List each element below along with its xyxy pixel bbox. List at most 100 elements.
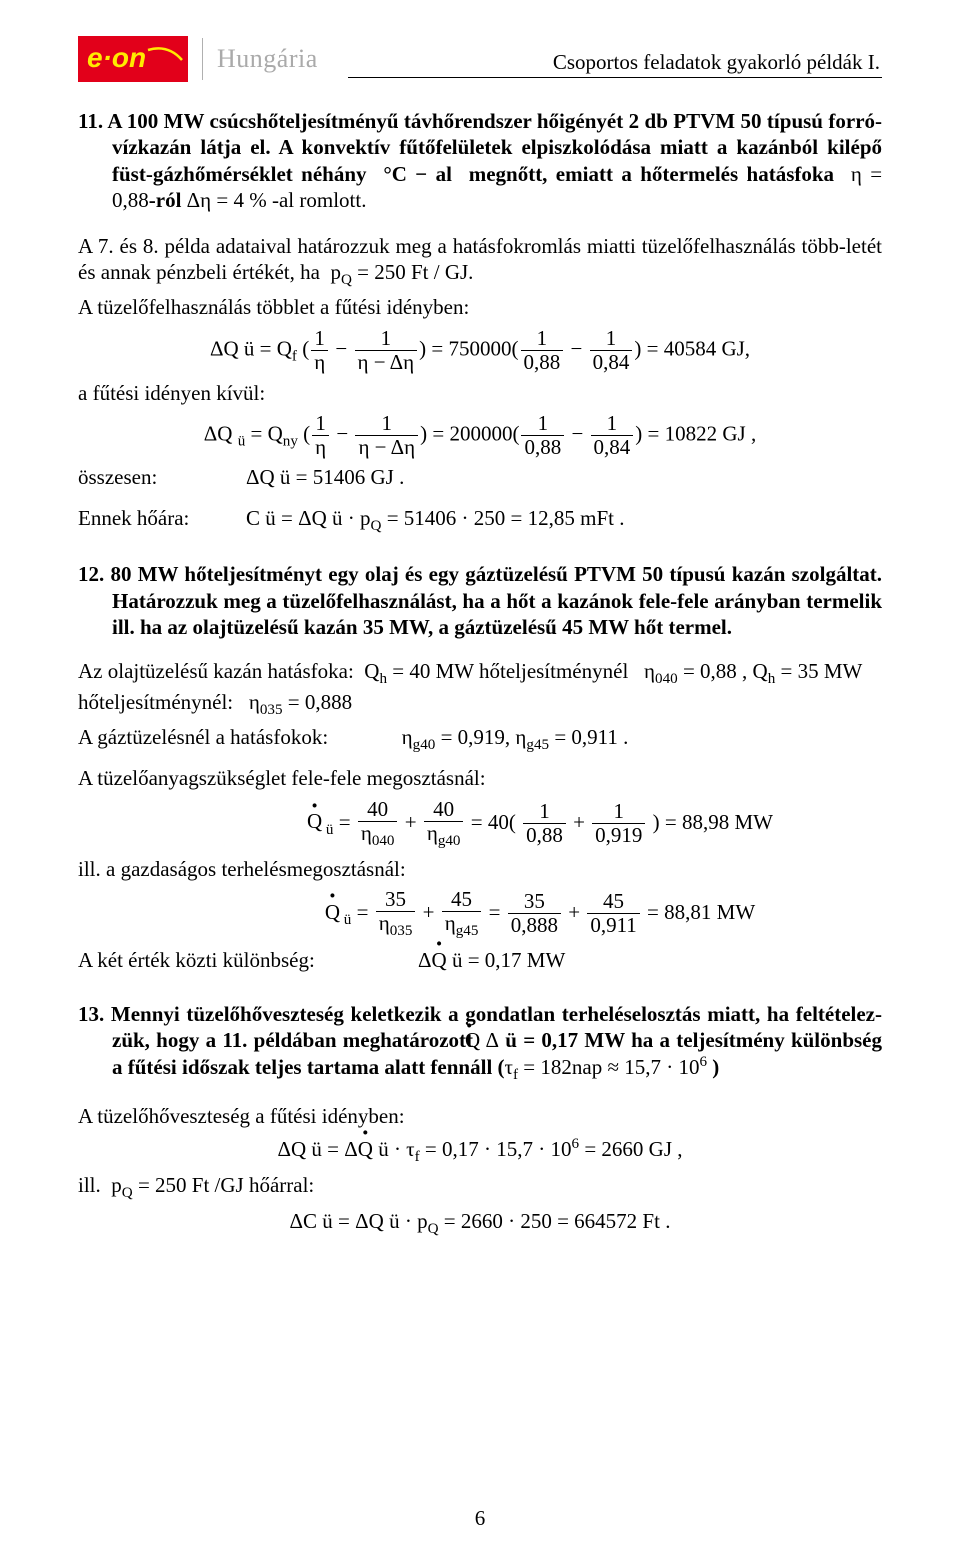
- problem-12-text: 80 MW hőteljesítményt egy olaj és egy gá…: [111, 562, 883, 639]
- problem-11-body-1: A 7. és 8. példa adataival határozzuk me…: [78, 233, 882, 290]
- equation-1: ΔQ ü = Qf (1η − 1η − Δη) = 750000(10,88 …: [78, 327, 882, 374]
- eq2-d1: 0,88: [521, 436, 564, 459]
- eta040: η: [644, 659, 655, 683]
- eq2-sub: ny: [283, 434, 298, 450]
- problem-11-text-b: megnőtt, emiatt a hőtermelés hatásfoka: [469, 162, 834, 186]
- eq3-d2: η: [427, 821, 438, 845]
- eq3-d1s: 040: [372, 833, 395, 849]
- p13-l2c: = 250 Ft /GJ hőárral:: [133, 1173, 315, 1197]
- qh40v: = 40: [387, 659, 436, 683]
- eq4-d1: η: [379, 911, 390, 935]
- problem-12-number: 12.: [78, 562, 104, 586]
- eq3-f2n: 1: [592, 800, 645, 824]
- eq6-d: = 2660 GJ ,: [579, 1137, 682, 1161]
- etag45s: g45: [526, 738, 549, 754]
- eq4-d2s: g45: [456, 923, 479, 939]
- eq1-rhs: ) = 40584 GJ,: [634, 336, 750, 360]
- eon-logo-icon: e·on: [78, 36, 188, 82]
- eq3-f1n: 1: [523, 800, 566, 824]
- p12-line2: hőteljesítménynél: η035 = 0,888: [78, 689, 882, 720]
- eq6-c: = 0,17 · 15,7 · 10: [420, 1137, 572, 1161]
- p13-l2a: ill.: [78, 1173, 101, 1197]
- equation-6: ΔQ ü = ΔQ ü · τf = 0,17 · 15,7 · 106 = 2…: [78, 1136, 882, 1166]
- p13-l2bs: Q: [122, 1185, 133, 1201]
- deta-value: Δη = 4 % -al romlott.: [187, 188, 367, 212]
- pq-sub: Q: [341, 272, 352, 288]
- eq4-f2d: 0,911: [587, 914, 639, 937]
- logo-block: e·on Hungária: [78, 36, 318, 82]
- eq4-d2: η: [445, 911, 456, 935]
- p12-l1a: Az olajtüzelésű kazán hatásfoka:: [78, 659, 354, 683]
- qh35v: = 35 MW: [775, 659, 862, 683]
- row1-label: összesen:: [78, 465, 246, 490]
- page-number: 6: [0, 1506, 960, 1531]
- eta035s: 035: [260, 702, 283, 718]
- p12-l3: A gáztüzelésnél a hatásfokok:: [78, 725, 328, 749]
- header-title: Csoportos feladatok gyakorló példák I.: [348, 40, 882, 78]
- p12-row-diff: A két érték közti különbség: ΔQ ü = 0,17…: [78, 948, 882, 973]
- etag45v: = 0,911 .: [549, 725, 628, 749]
- row2-sub: Q: [371, 518, 382, 534]
- problem-11-title: 11. A 100 MW csúcshőteljesítményű távhőr…: [78, 108, 882, 213]
- p13-l1: A tüzelőhőveszteség a fűtési idényben:: [78, 1103, 882, 1129]
- eq1-sub: f: [292, 348, 297, 364]
- eq4-n2: 45: [442, 888, 482, 912]
- problem-13-title: 13. Mennyi tüzelőhőveszteség keletkezik …: [78, 1001, 882, 1086]
- eq3-rhs: ) = 88,98 MW: [653, 809, 773, 833]
- eq4-d1s: 035: [390, 923, 413, 939]
- p12-line1: Az olajtüzelésű kazán hatásfoka: Qh = 40…: [78, 658, 882, 689]
- etag40: η: [402, 725, 413, 749]
- document-page: e·on Hungária Csoportos feladatok gyakor…: [0, 0, 960, 1565]
- eq3-n2: 40: [424, 798, 464, 822]
- logo-divider-icon: [202, 38, 203, 80]
- eta040v: = 0,88 ,: [678, 659, 753, 683]
- eta035: η: [249, 690, 260, 714]
- eq4-f1n: 35: [508, 890, 561, 914]
- p12-line5: ill. a gazdaságos terhelésmegosztásnál:: [78, 856, 882, 882]
- row2-val-b: = 51406 · 250 = 12,85 mFt .: [381, 506, 624, 530]
- qh40s: h: [379, 671, 387, 687]
- problem-11-body-2: A tüzelőfelhasználás többlet a fűtési id…: [78, 294, 882, 320]
- p13-title-c: ): [707, 1055, 719, 1079]
- eq7-s: Q: [428, 1221, 439, 1237]
- p13-l2b: p: [111, 1173, 122, 1197]
- eq1-d2: 0,84: [590, 351, 633, 374]
- eq7-a: ΔC ü = ΔQ ü · p: [290, 1209, 428, 1233]
- eq2-d2: 0,84: [591, 436, 634, 459]
- p12-l2: hőteljesítménynél:: [78, 690, 233, 714]
- eq4-f2n: 45: [587, 890, 639, 914]
- eq2-mid: 200000(: [449, 421, 519, 445]
- equation-3: Q ü = 40η040 + 40ηg40 = 40( 10,88 + 10,9…: [198, 798, 882, 850]
- equation-2: ΔQ ü = Qny (1η − 1η − Δη) = 200000(10,88…: [78, 412, 882, 459]
- eq7-r: = 2660 · 250 = 664572 Ft .: [439, 1209, 671, 1233]
- eq5-val: ü = 0,17 MW: [452, 948, 565, 972]
- eq1-d1: 0,88: [521, 351, 564, 374]
- row-hoara: Ennek hőára: C ü = ΔQ ü · pQ = 51406 · 2…: [78, 506, 882, 535]
- tau: τ: [505, 1055, 513, 1079]
- p12-l1b: MW hőteljesítménynél: [436, 659, 629, 683]
- problem-13-number: 13.: [78, 1002, 104, 1026]
- eq6-a: ΔQ ü =: [277, 1137, 344, 1161]
- pq-var: p: [330, 260, 341, 284]
- svg-text:e·on: e·on: [87, 42, 146, 73]
- eta035v: = 0,888: [283, 690, 353, 714]
- problem-11-body-3: a fűtési idényen kívül:: [78, 380, 882, 406]
- eq1-mid: 750000(: [449, 336, 519, 360]
- degc-symbol: °C − al: [383, 162, 452, 186]
- eq3-mid: = 40(: [471, 809, 516, 833]
- eq3-d2s: g40: [438, 833, 461, 849]
- eq3-f1d: 0,88: [523, 824, 566, 847]
- eq3-d1: η: [361, 821, 372, 845]
- eq4-rhs: = 88,81 MW: [647, 900, 755, 924]
- row2-label: Ennek hőára:: [78, 506, 246, 531]
- eq5: ΔQ ü = 0,17 MW: [418, 948, 565, 973]
- row-osszesen: összesen: ΔQ ü = 51406 GJ .: [78, 465, 882, 490]
- page-header: e·on Hungária Csoportos feladatok gyakor…: [78, 36, 882, 82]
- eq3-f2d: 0,919: [592, 824, 645, 847]
- eq3-n1: 40: [358, 798, 398, 822]
- p12-l6: A két érték közti különbség:: [78, 948, 418, 973]
- p12-line4: A tüzelőanyagszükséglet fele-fele megosz…: [78, 765, 882, 791]
- eq6-b: ü · τ: [373, 1137, 415, 1161]
- etag45: η: [515, 725, 526, 749]
- row1-value: ΔQ ü = 51406 GJ .: [246, 465, 404, 490]
